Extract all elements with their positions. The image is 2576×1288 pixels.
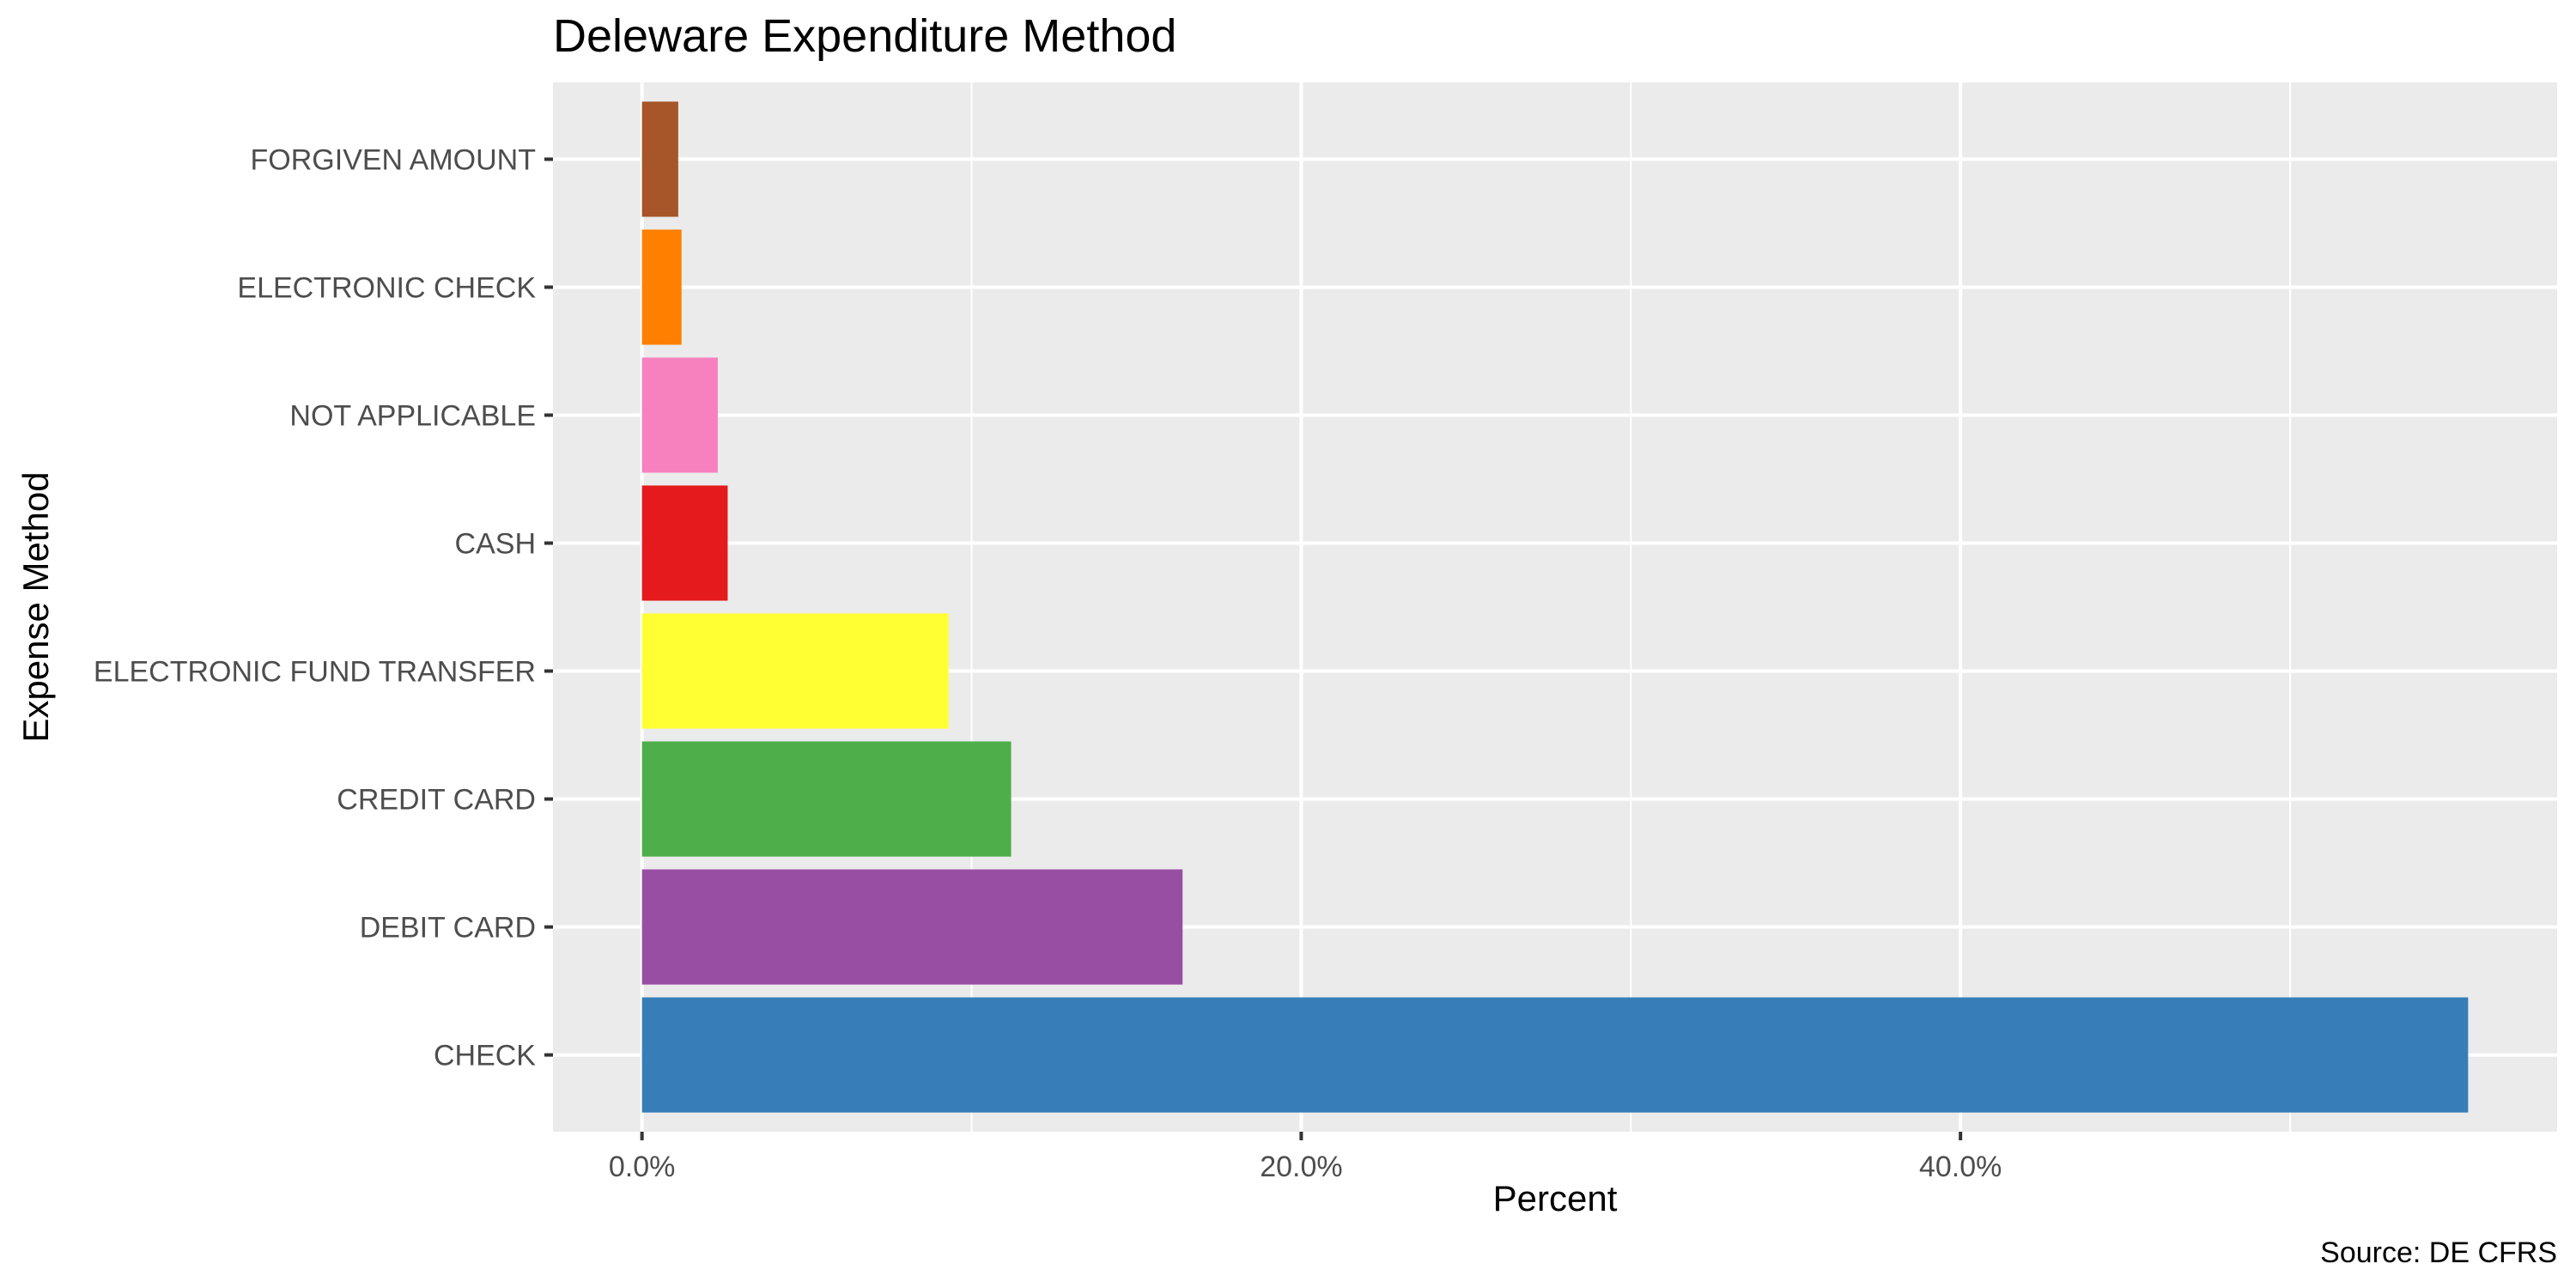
y-tick-label: CREDIT CARD	[337, 784, 536, 817]
x-tick-label: 40.0%	[1919, 1151, 2002, 1183]
y-tick-label: DEBIT CARD	[360, 912, 536, 945]
bar-debit-card	[641, 869, 1183, 985]
y-axis-title: Expense Method	[15, 471, 56, 742]
y-tick-label: CASH	[455, 527, 536, 560]
y-tick-label: CHECK	[434, 1040, 536, 1072]
y-tick-label: NOT APPLICABLE	[289, 399, 536, 432]
bar-cash	[641, 485, 728, 601]
bar-electronic-fund-transfer	[641, 613, 949, 729]
x-axis-title: Percent	[1493, 1178, 1618, 1218]
bar-forgiven-amount	[641, 101, 678, 217]
x-tick-label: 0.0%	[609, 1151, 676, 1183]
bar-check	[641, 997, 2469, 1113]
y-tick-label: FORGIVEN AMOUNT	[251, 143, 536, 176]
bar-electronic-check	[641, 229, 682, 345]
x-axis: 0.0% 20.0% 40.0%	[609, 1132, 2002, 1183]
chart-caption: Source: DE CFRS	[2320, 1236, 2557, 1269]
bars	[641, 101, 2469, 1113]
y-axis: CHECK DEBIT CARD CREDIT CARD ELECTRONIC FUN…	[94, 143, 553, 1072]
chart-title: Deleware Expenditure Method	[553, 10, 1176, 62]
y-tick-label: ELECTRONIC FUND TRANSFER	[94, 656, 536, 689]
x-tick-label: 20.0%	[1260, 1151, 1342, 1183]
y-tick-label: ELECTRONIC CHECK	[237, 271, 536, 304]
bar-credit-card	[641, 741, 1012, 857]
bar-not-applicable	[641, 357, 718, 473]
